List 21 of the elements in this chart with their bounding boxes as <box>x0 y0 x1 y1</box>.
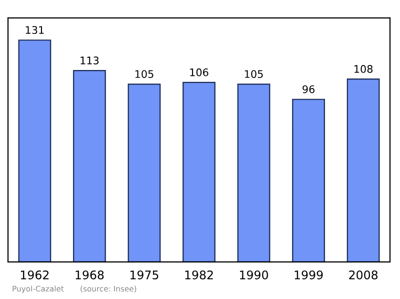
x-tick-label: 2008 <box>349 270 378 280</box>
data-label: 105 <box>135 70 154 78</box>
bar <box>292 98 325 262</box>
data-label: 108 <box>354 65 373 73</box>
bar <box>182 82 216 262</box>
x-tick-label: 1999 <box>294 270 323 280</box>
x-tick-label: 1975 <box>130 270 158 280</box>
x-tick-label: 1962 <box>20 270 49 280</box>
data-label: 131 <box>26 26 44 34</box>
data-label: 113 <box>80 56 99 64</box>
bar <box>18 40 52 262</box>
bar <box>346 78 380 262</box>
data-label: 96 <box>302 85 315 94</box>
bar <box>128 84 161 262</box>
data-label: 105 <box>244 70 263 78</box>
x-tick-label: 1968 <box>76 270 104 280</box>
x-tick-label: 1982 <box>185 270 213 280</box>
bar <box>73 70 106 262</box>
data-label: 106 <box>190 68 208 76</box>
bar <box>237 84 270 262</box>
x-tick-label: 1990 <box>240 270 268 280</box>
